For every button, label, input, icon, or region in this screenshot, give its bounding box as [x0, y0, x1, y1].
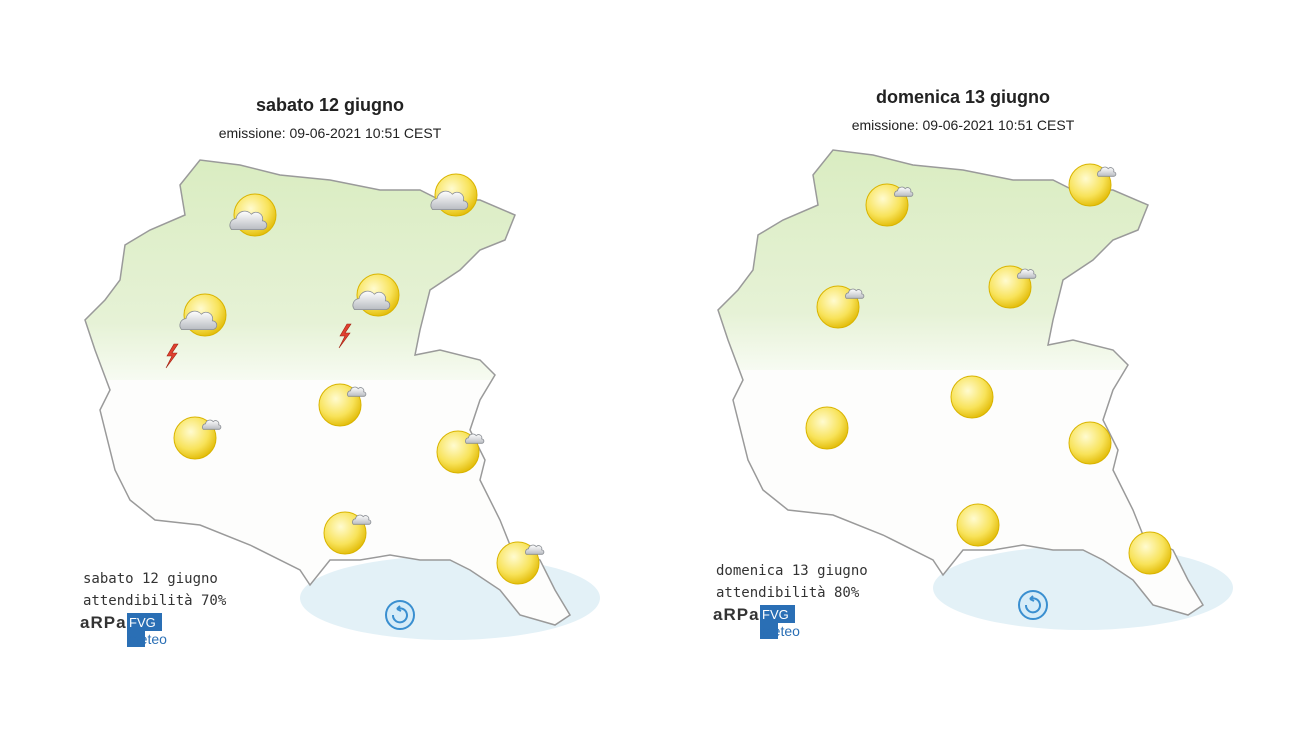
cloud-icon [229, 210, 268, 230]
lightning-icon [338, 323, 352, 349]
logo-box-low [760, 623, 778, 639]
region-border [717, 149, 1205, 616]
reload-arrow [391, 605, 408, 624]
sun-icon [956, 503, 1000, 547]
cloud-icon [845, 288, 865, 299]
cloud-icon [894, 186, 914, 197]
forecast-panel: sabato 12 giugno emissione: 09-06-2021 10… [80, 95, 600, 647]
logo-arpa: aRPa [80, 613, 127, 632]
emission-time: emissione: 09-06-2021 10:51 CEST [852, 117, 1075, 133]
cloud-icon [352, 514, 372, 525]
reliability: attendibilità 70% [83, 593, 227, 609]
caption-date: sabato 12 giugno [83, 571, 218, 587]
cloud-icon [430, 190, 469, 210]
logo-fvg: FVG [762, 607, 789, 622]
panel-title: domenica 13 giugno [876, 87, 1050, 107]
cloud-icon [179, 310, 218, 330]
cloud-icon [202, 419, 222, 430]
sun-icon [1128, 531, 1172, 575]
sun-icon [805, 406, 849, 450]
reliability: attendibilità 80% [716, 585, 860, 601]
reload-icon [1018, 590, 1048, 620]
logo-meteo: meteo [761, 623, 800, 639]
lightning-icon [165, 343, 179, 369]
cloud-icon [1097, 166, 1117, 177]
sun-icon [950, 375, 994, 419]
reload-icon [385, 600, 415, 630]
region-border [84, 159, 572, 626]
sun-icon [1068, 421, 1112, 465]
panel-title: sabato 12 giugno [256, 95, 404, 115]
reload-arrow [1024, 595, 1041, 614]
logo-fvg: FVG [129, 615, 156, 630]
caption-date: domenica 13 giugno [716, 563, 868, 579]
logo-meteo: meteo [128, 631, 167, 647]
cloud-icon [525, 544, 545, 555]
logo-box [127, 613, 162, 631]
logo-box [760, 605, 795, 623]
cloud-icon [352, 290, 391, 310]
cloud-icon [347, 386, 367, 397]
logo-box-low [127, 631, 145, 647]
forecast-panel: domenica 13 giugno emissione: 09-06-2021 … [713, 87, 1233, 639]
logo-arpa: aRPa [713, 605, 760, 624]
cloud-icon [465, 433, 485, 444]
emission-time: emissione: 09-06-2021 10:51 CEST [219, 125, 442, 141]
cloud-icon [1017, 268, 1037, 279]
